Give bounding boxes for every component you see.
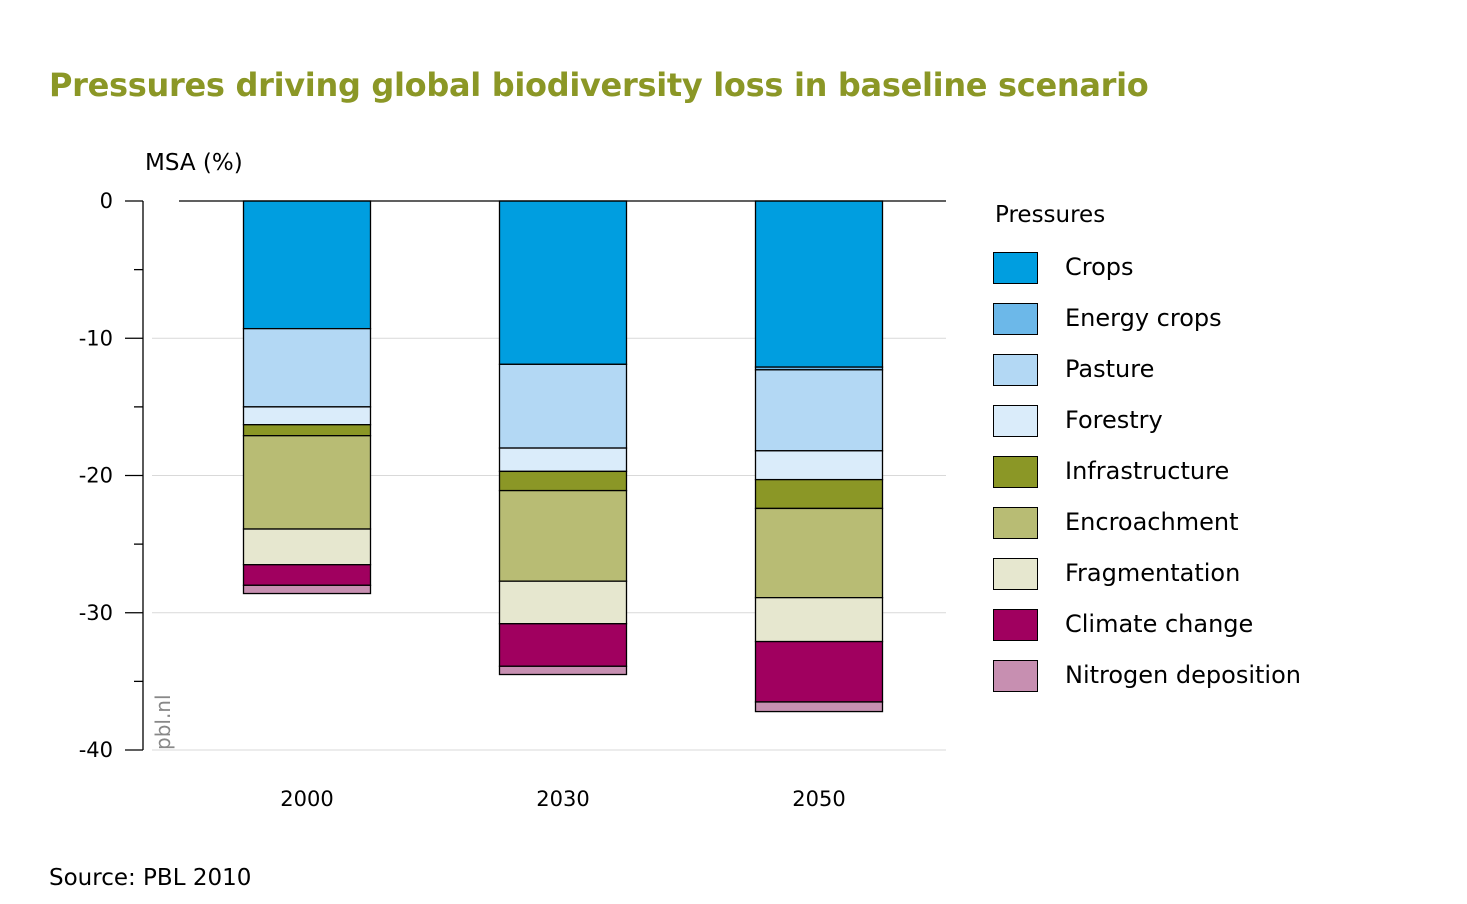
bar-segment <box>754 507 884 599</box>
legend-item: Climate change <box>993 609 1413 643</box>
bar-segment <box>242 528 372 566</box>
bar-segment <box>498 447 628 473</box>
watermark: pbl.nl <box>151 694 175 750</box>
y-tick-label: -20 <box>79 464 113 488</box>
legend-swatch <box>993 303 1038 335</box>
legend-item: Nitrogen deposition <box>993 660 1413 694</box>
bar-segment <box>242 424 372 437</box>
legend-label: Infrastructure <box>1065 457 1230 485</box>
bar-segment <box>498 623 628 667</box>
legend-swatch <box>993 252 1038 284</box>
bar-segment <box>498 470 628 492</box>
x-tick-label: 2030 <box>536 787 589 811</box>
x-tick-label: 2000 <box>280 787 333 811</box>
y-tick-label: 0 <box>100 189 113 213</box>
bar-segment <box>498 665 628 676</box>
x-tick-label: 2050 <box>792 787 845 811</box>
legend-item: Crops <box>993 252 1413 286</box>
bar-segment <box>754 200 884 368</box>
legend-item: Energy crops <box>993 303 1413 337</box>
bar-segment <box>242 584 372 595</box>
bar-segment <box>242 435 372 530</box>
legend-item: Forestry <box>993 405 1413 439</box>
plot-area: 0 -10 -20 -30 -40 2000 2030 2050 pbl.nl <box>79 189 946 811</box>
legend-label: Nitrogen deposition <box>1065 661 1301 689</box>
bar-segment <box>754 701 884 713</box>
bar-segment <box>754 478 884 510</box>
bars <box>242 200 884 713</box>
x-axis-labels: 2000 2030 2050 <box>280 787 845 811</box>
chart-title: Pressures driving global biodiversity lo… <box>49 66 1149 104</box>
legend-label: Fragmentation <box>1065 559 1241 587</box>
bar-segment <box>242 200 372 330</box>
y-tick-label: -40 <box>79 738 113 762</box>
legend-swatch <box>993 507 1038 539</box>
y-tick-label: -10 <box>79 326 113 350</box>
legend-item: Encroachment <box>993 507 1413 541</box>
legend-item: Fragmentation <box>993 558 1413 592</box>
legend-swatch <box>993 405 1038 437</box>
source-note: Source: PBL 2010 <box>49 865 252 891</box>
legend-item: Infrastructure <box>993 456 1413 490</box>
legend-swatch <box>993 354 1038 386</box>
legend-label: Forestry <box>1065 406 1163 434</box>
bar-segment <box>754 597 884 643</box>
legend-title: Pressures <box>995 202 1106 228</box>
legend-label: Energy crops <box>1065 304 1222 332</box>
y-axis-label: MSA (%) <box>145 150 243 176</box>
bar-segment <box>242 406 372 426</box>
legend-swatch <box>993 456 1038 488</box>
legend-label: Pasture <box>1065 355 1155 383</box>
y-tick-label: -30 <box>79 601 113 625</box>
bar-segment <box>498 489 628 582</box>
legend-label: Climate change <box>1065 610 1254 638</box>
bar-segment <box>242 327 372 408</box>
bar-segment <box>754 369 884 452</box>
bar-segment <box>498 363 628 449</box>
y-axis: 0 -10 -20 -30 -40 <box>79 189 946 762</box>
bar-segment <box>498 200 628 365</box>
legend-swatch <box>993 558 1038 590</box>
legend-swatch <box>993 609 1038 641</box>
legend-label: Encroachment <box>1065 508 1239 536</box>
legend-item: Pasture <box>993 354 1413 388</box>
legend-swatch <box>993 660 1038 692</box>
bar-segment <box>498 580 628 625</box>
bar-segment <box>754 640 884 703</box>
legend-label: Crops <box>1065 253 1134 281</box>
bar-segment <box>754 450 884 481</box>
bar-segment <box>242 564 372 586</box>
